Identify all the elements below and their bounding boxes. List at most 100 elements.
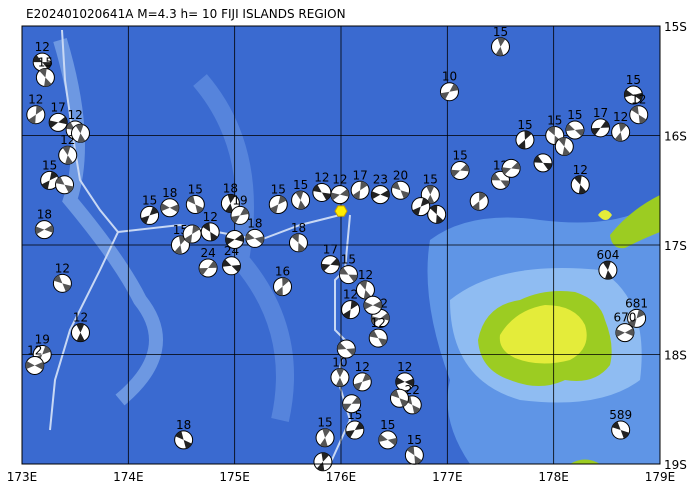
depth-label: 17 [51,100,66,114]
beachball-quadrant [612,421,630,439]
beachball-quadrant [412,198,429,216]
beachball-quadrant [319,428,331,447]
depth-label: 15 [38,55,53,69]
depth-label: 18 [176,418,191,432]
beachball-quadrant [624,89,643,101]
beachball-quadrant [359,280,372,299]
depth-label: 12 [631,93,646,107]
lon-label: 174E [113,470,144,484]
depth-label: 15 [271,182,286,196]
beachball-quadrant [330,189,349,201]
beachball-quadrant [343,300,359,319]
depth-label: 12 [371,316,386,330]
lon-label: 175E [219,470,250,484]
beachball-quadrant [225,194,236,213]
beachball-quadrant [35,225,54,235]
beachball-quadrant [275,277,290,296]
beachball-quadrant [472,192,487,211]
vanua-levu [610,195,660,249]
beachball-quadrant [603,261,613,280]
beachball-quadrant [615,328,634,337]
beachball-quadrant [33,55,52,70]
beachball-quadrant [451,164,470,177]
beachball-quadrant [502,162,521,175]
beachball-quadrant [614,123,627,142]
beachball-quadrant [337,342,356,356]
beachball-quadrant [174,235,187,255]
title: E202401020641A M=4.3 h= 10 FIJI ISLANDS … [26,7,346,21]
depth-label: 12 [355,360,370,374]
depth-label: 12 [68,108,83,122]
beachball-quadrant [631,105,647,124]
depth-label: 17 [323,243,338,257]
beachball-quadrant [316,452,329,471]
depth-label: 15 [407,433,422,447]
beachball-quadrant [518,130,532,149]
depth-label: 15 [380,418,395,432]
lon-label: 177E [432,470,463,484]
beachball-quadrant [75,124,86,143]
lat-label: 18S [664,349,687,363]
depth-label: 18 [247,216,262,230]
beachball-quadrant [342,396,361,411]
depth-label: 12 [397,360,412,374]
lat-label: 16S [664,130,687,144]
depth-label: 589 [609,408,632,422]
beachball-quadrant [369,330,388,346]
beachball-quadrant [231,207,249,224]
plate-boundary [49,29,120,431]
beachball-quadrant [184,225,200,243]
lat-label: 17S [664,239,687,253]
beachball-quadrant [291,233,306,252]
depth-label: 12 [27,343,42,357]
beachball-quadrant [76,323,85,342]
beachball-quadrant [591,120,610,136]
depth-label: 15 [142,193,157,207]
beachball-quadrant [378,434,397,446]
depth-label: 681 [625,296,648,310]
depth-label: 604 [596,248,619,262]
depth-label: 12 [203,210,218,224]
depth-label: 15 [626,73,641,87]
beachball-quadrant [222,259,241,273]
beachball-quadrant [371,190,390,200]
lat-label: 19S [664,458,687,472]
depth-label: 18 [162,186,177,200]
island [598,210,612,220]
beachball-quadrant [41,171,58,190]
depth-label: 15 [293,178,308,192]
depth-label: 22 [405,383,420,397]
depth-label: 15 [341,253,356,267]
main-event [334,205,348,217]
beachball-quadrant [491,173,510,188]
depth-label: 15 [317,416,332,430]
beachball-quadrant [345,422,364,438]
depth-label: 19 [35,333,50,347]
depth-label: 15 [493,25,508,39]
beachball-quadrant [25,361,44,370]
beachball-quadrant [199,260,218,276]
depth-label: 18 [37,208,52,222]
depth-label: 15 [452,149,467,163]
beachball-quadrant [565,123,584,137]
depth-label: 12 [55,261,70,275]
beachball-quadrant [141,207,159,224]
depth-label: 18 [291,221,306,235]
beachball-quadrant [391,181,410,199]
lon-label: 173E [7,470,38,484]
depth-label: 18 [223,181,238,195]
beachball-quadrant [395,377,414,387]
depth-label: 16 [275,265,290,279]
beachball-quadrant [339,267,358,282]
beachball-quadrant [28,105,44,124]
depth-label: 15 [42,158,57,172]
beachball-quadrant [391,389,408,407]
depth-label: 12 [28,93,43,107]
beachball-quadrant [371,312,390,324]
beachball-quadrant [335,368,344,387]
depth-label: 23 [373,173,388,187]
depth-label: 15 [567,108,582,122]
beachball-quadrant [245,232,264,244]
beachball-quadrant [62,146,73,165]
